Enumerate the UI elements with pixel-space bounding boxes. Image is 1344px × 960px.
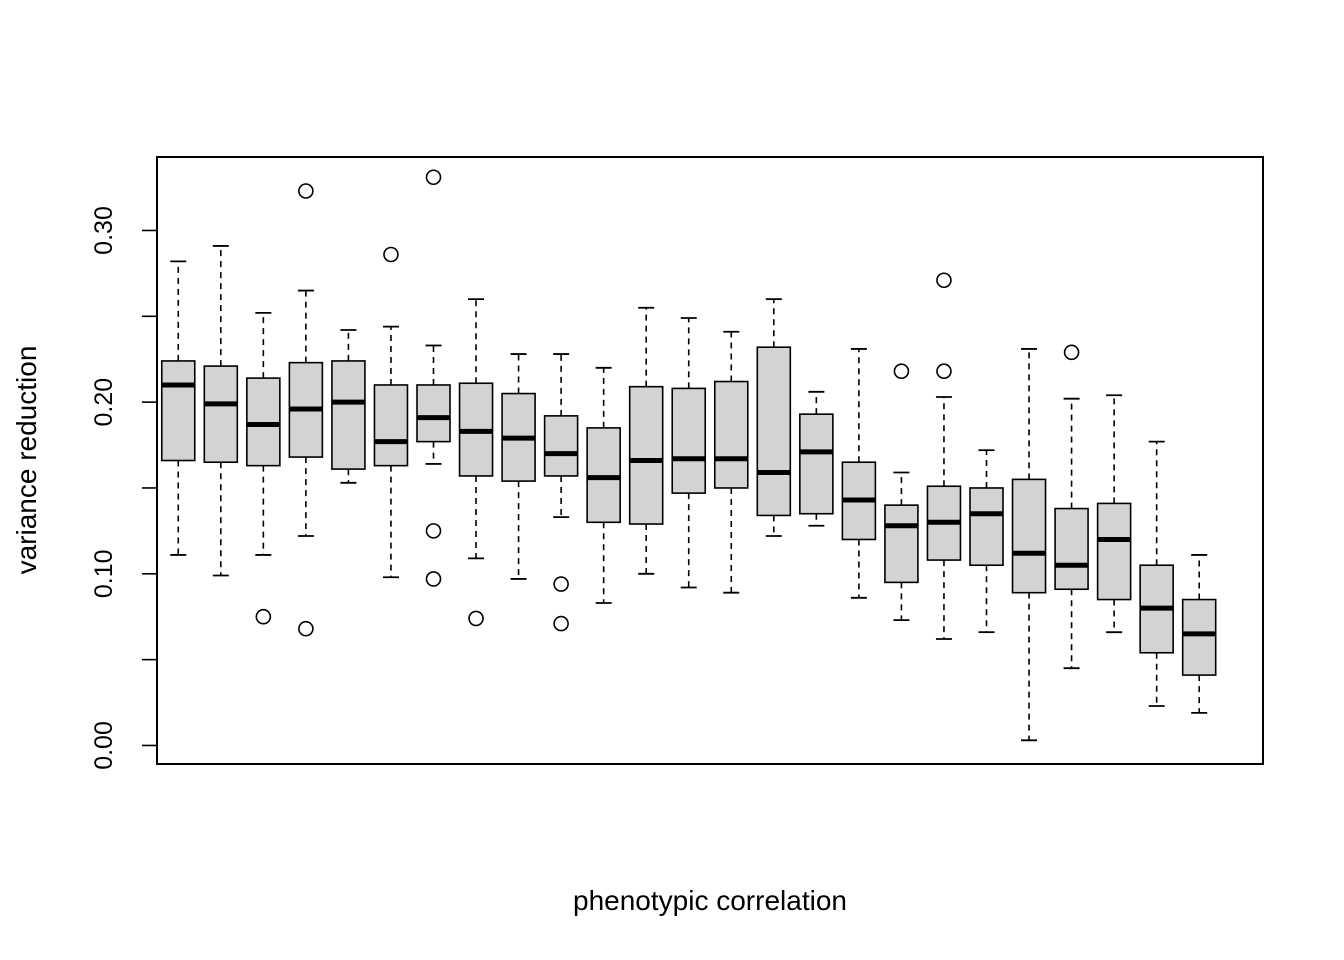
box-11 — [586, 366, 621, 604]
iqr-box — [373, 384, 409, 467]
boxes-layer — [160, 169, 1217, 742]
outlier-point — [936, 363, 952, 380]
box-4 — [288, 183, 324, 637]
box-12 — [628, 306, 664, 575]
box-22 — [1054, 344, 1089, 670]
y-tick-label: 0.10 — [90, 549, 118, 598]
box-20 — [969, 449, 1004, 634]
box-17 — [841, 348, 877, 599]
outlier-point — [893, 363, 910, 380]
outlier-point — [425, 523, 442, 539]
box-8 — [458, 298, 494, 627]
box-3 — [246, 311, 281, 625]
iqr-box — [246, 377, 281, 467]
box-23 — [1096, 394, 1132, 634]
iqr-box — [416, 384, 451, 443]
box-7 — [416, 169, 451, 587]
box-18 — [884, 363, 919, 622]
y-axis-title: variance reduction — [11, 346, 42, 575]
box-25 — [1181, 554, 1217, 714]
iqr-box — [756, 346, 792, 517]
iqr-box — [969, 487, 1004, 567]
box-2 — [203, 245, 239, 577]
box-13 — [671, 317, 707, 589]
iqr-box — [799, 413, 834, 515]
outlier-point — [425, 169, 442, 186]
box-5 — [331, 329, 366, 484]
outlier-point — [553, 576, 569, 592]
box-14 — [713, 330, 749, 594]
plot-frame — [156, 156, 1264, 765]
outlier-point — [936, 272, 952, 289]
x-axis-title: phenotypic correlation — [573, 885, 847, 916]
box-10 — [543, 353, 579, 632]
iqr-box — [1011, 478, 1047, 594]
box-24 — [1139, 440, 1174, 707]
outlier-point — [255, 608, 272, 625]
outlier-point — [298, 183, 314, 199]
box-9 — [501, 353, 536, 580]
box-6 — [373, 246, 409, 579]
y-tick-label: 0.30 — [90, 206, 118, 255]
box-19 — [926, 272, 962, 640]
outlier-point — [383, 246, 399, 263]
iqr-box — [203, 365, 239, 464]
box-1 — [160, 260, 196, 556]
outlier-point — [468, 610, 484, 627]
box-21 — [1011, 348, 1047, 742]
box-16 — [799, 390, 834, 527]
iqr-box — [160, 360, 196, 462]
iqr-box — [331, 360, 366, 470]
iqr-box — [628, 385, 664, 525]
iqr-box — [1096, 502, 1132, 601]
box-15 — [756, 298, 792, 537]
y-tick-label: 0.20 — [90, 378, 118, 427]
iqr-box — [671, 387, 707, 494]
y-tick-label: 0.00 — [90, 721, 118, 770]
iqr-box — [884, 504, 919, 584]
iqr-box — [1181, 598, 1217, 676]
y-axis: 0.00 0.10 0.20 0.30 — [90, 206, 158, 770]
outlier-point — [298, 620, 314, 637]
outlier-point — [425, 571, 442, 587]
outlier-point — [553, 615, 569, 632]
outlier-point — [1063, 344, 1080, 361]
iqr-box — [1054, 507, 1089, 591]
iqr-box — [586, 427, 621, 524]
iqr-box — [713, 380, 749, 489]
iqr-box — [543, 415, 579, 477]
